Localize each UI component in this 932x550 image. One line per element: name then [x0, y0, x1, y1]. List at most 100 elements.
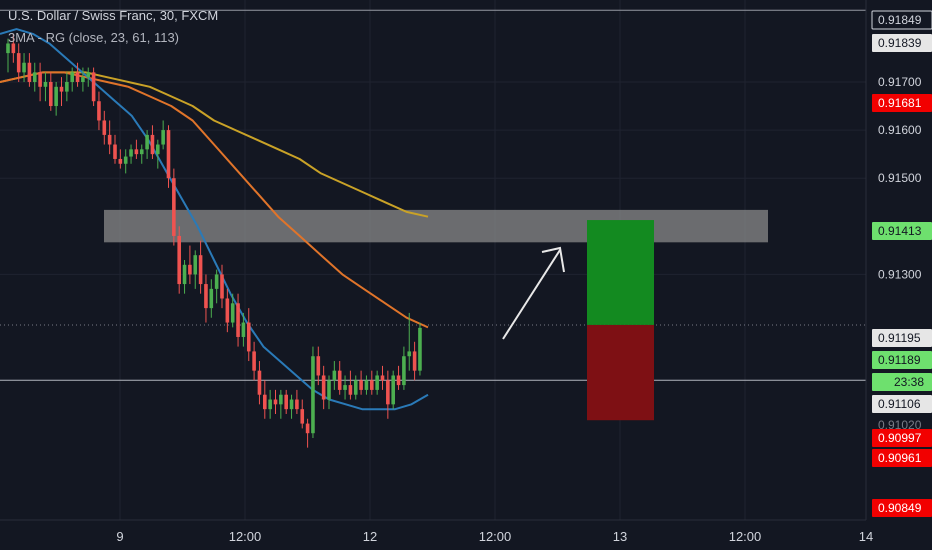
candle: [257, 361, 262, 405]
candle-body: [123, 156, 128, 164]
price-axis[interactable]: 0.91300 0.91500 0.91600 0.91700 0.91849 0.918…: [865, 0, 932, 550]
candle-body: [284, 394, 288, 410]
candle-body: [252, 351, 256, 371]
price-label-text: 0.90849: [878, 501, 922, 515]
price-label-text: 0.91106: [878, 397, 921, 411]
price-label-box: [872, 449, 932, 467]
candle: [91, 67, 96, 107]
symbol-title[interactable]: U.S. Dollar / Swiss Franc, 30, FXCM: [8, 8, 219, 23]
candle: [188, 245, 192, 285]
candle-body: [188, 264, 192, 275]
candle-body: [16, 53, 21, 73]
time-axis[interactable]: 9 12:00 12 12:00 13 12:00 14: [0, 519, 873, 544]
resistance-zone[interactable]: [104, 209, 768, 243]
price-label[interactable]: 0.91681: [872, 94, 932, 112]
candle-body: [337, 370, 342, 390]
candle: [348, 370, 353, 400]
candle: [386, 370, 390, 419]
price-label-text: 0.90961: [878, 451, 922, 465]
price-label-text: 0.90997: [878, 431, 922, 445]
price-label[interactable]: 23:38: [872, 373, 932, 391]
price-label-box: [872, 373, 932, 391]
price-label-text: 0.91839: [878, 36, 922, 50]
time-tick-label: 12:00: [729, 529, 762, 544]
candle: [16, 43, 21, 82]
candle: [364, 375, 369, 395]
candle-body: [214, 274, 219, 289]
candle: [139, 144, 144, 164]
candle-body: [161, 130, 165, 145]
candle-body: [129, 149, 133, 157]
candle-body: [86, 72, 91, 78]
candle-body: [332, 370, 337, 381]
candle: [300, 399, 305, 429]
candle: [43, 72, 48, 102]
take-profit-zone[interactable]: [587, 220, 654, 325]
candle-body: [230, 303, 235, 323]
candle: [305, 418, 310, 448]
price-label-box: [871, 10, 932, 30]
candle: [97, 91, 101, 131]
price-tick-label: 0.91600: [878, 123, 922, 137]
candle-body: [75, 72, 80, 82]
price-label-box: [872, 429, 932, 447]
price-label[interactable]: 0.90849: [872, 499, 932, 517]
candle: [321, 365, 326, 410]
candle: [391, 370, 395, 410]
candle-body: [263, 394, 267, 410]
price-label-text: 0.91681: [878, 96, 922, 110]
candle-body: [54, 86, 58, 107]
candle: [230, 293, 235, 328]
candle-body: [193, 255, 198, 275]
candle: [343, 375, 347, 400]
candle: [49, 72, 53, 111]
stop-loss-zone[interactable]: [587, 324, 654, 421]
time-tick-label: 12: [363, 529, 377, 544]
candle-body: [300, 409, 305, 424]
arrow-head-icon: [541, 246, 565, 273]
price-label[interactable]: 0.90997: [872, 429, 932, 447]
candle-body: [27, 62, 32, 82]
zones-layer: [104, 209, 768, 421]
candle: [418, 322, 422, 376]
candle-body: [241, 322, 246, 337]
candle-body: [209, 288, 214, 309]
candle: [22, 53, 26, 82]
candle: [204, 274, 208, 323]
candle: [107, 120, 112, 155]
candle-body: [182, 264, 187, 285]
candle-body: [11, 43, 16, 54]
arrow-shaft: [502, 249, 561, 340]
candle-body: [236, 303, 240, 337]
candle: [65, 72, 69, 102]
candle: [225, 288, 230, 333]
candle-body: [156, 144, 160, 155]
candle-body: [118, 158, 123, 164]
candle: [59, 77, 64, 107]
price-label[interactable]: 0.91413: [872, 222, 932, 240]
candle: [284, 389, 288, 414]
candle-body: [246, 322, 251, 352]
price-label[interactable]: 0.91839: [872, 34, 932, 52]
price-label[interactable]: 0.91189: [872, 351, 932, 369]
price-label[interactable]: 0.91106: [872, 395, 932, 413]
price-label[interactable]: 0.91195: [872, 329, 932, 347]
indicator-title[interactable]: 3MA - RG (close, 23, 61, 113): [8, 30, 179, 45]
candle: [214, 269, 219, 304]
price-label-box: [872, 329, 932, 347]
price-label[interactable]: 0.90961: [872, 449, 932, 467]
price-label[interactable]: 0.91849: [871, 10, 932, 30]
price-label-box: [872, 222, 932, 240]
candle: [172, 168, 176, 246]
candle: [193, 250, 198, 289]
candle: [268, 389, 272, 419]
candle: [182, 260, 187, 294]
candle-body: [402, 356, 406, 386]
candle: [134, 139, 139, 159]
candle: [86, 67, 91, 87]
candle-body: [380, 375, 385, 381]
candle: [156, 139, 160, 169]
candle-body: [348, 385, 353, 395]
